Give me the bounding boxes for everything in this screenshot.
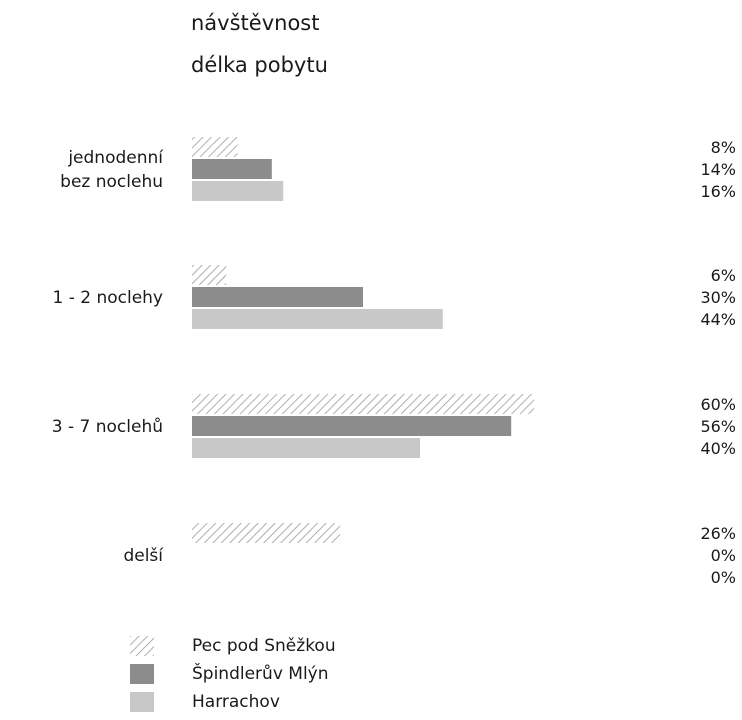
legend-label-harrachov: Harrachov — [192, 692, 280, 712]
value-label-harrachov-3: 40% — [700, 439, 736, 458]
bar-harrachov-2 — [192, 309, 443, 329]
value-label-spindleruv-mlyn-1: 14% — [700, 160, 736, 179]
chart-title: návštěvnost — [191, 11, 320, 35]
value-label-pec-pod-snezkou-4: 26% — [700, 524, 736, 543]
value-label-harrachov-2: 44% — [700, 310, 736, 329]
bar-pec-pod-snezkou-3 — [192, 394, 534, 414]
value-label-pec-pod-snezkou-3: 60% — [700, 395, 736, 414]
legend-label-spindl: Špindlerův Mlýn — [192, 664, 329, 684]
category-label-delsi: delší — [123, 546, 164, 566]
bar-spindleruv-mlyn-3 — [192, 416, 512, 436]
category-label-jednodenni-bez-noclehu: jednodenní bez noclehu — [60, 148, 164, 192]
legend-label-pec: Pec pod Sněžkou — [192, 636, 336, 656]
bar-pec-pod-snezkou-1 — [192, 137, 238, 157]
value-label-pec-pod-snezkou-2: 6% — [711, 266, 736, 285]
legend-swatch-dark — [130, 664, 154, 684]
category-label-3-7-noclehu: 3 - 7 noclehů — [52, 417, 163, 437]
value-label-pec-pod-snezkou-1: 8% — [711, 138, 736, 157]
category-label-1-2-noclehy: 1 - 2 noclehy — [52, 288, 163, 308]
bar-spindleruv-mlyn-1 — [192, 159, 272, 179]
legend-swatch-hatched — [130, 636, 154, 656]
bar-harrachov-3 — [192, 438, 420, 458]
bar-pec-pod-snezkou-4 — [192, 523, 341, 543]
bar-spindleruv-mlyn-2 — [192, 287, 363, 307]
value-label-spindleruv-mlyn-3: 56% — [700, 417, 736, 436]
value-label-spindleruv-mlyn-4: 0% — [711, 546, 736, 565]
value-label-spindleruv-mlyn-2: 30% — [700, 288, 736, 307]
bar-pec-pod-snezkou-2 — [192, 265, 227, 285]
bar-harrachov-1 — [192, 181, 284, 201]
legend-swatch-light — [130, 692, 154, 712]
chart-subtitle: délka pobytu — [191, 53, 328, 77]
bar-chart: jednodenní bez noclehu 8% 14% 16% 1 - 2 nocle… — [52, 137, 736, 587]
value-label-harrachov-1: 16% — [700, 182, 736, 201]
value-label-harrachov-4: 0% — [711, 568, 736, 587]
